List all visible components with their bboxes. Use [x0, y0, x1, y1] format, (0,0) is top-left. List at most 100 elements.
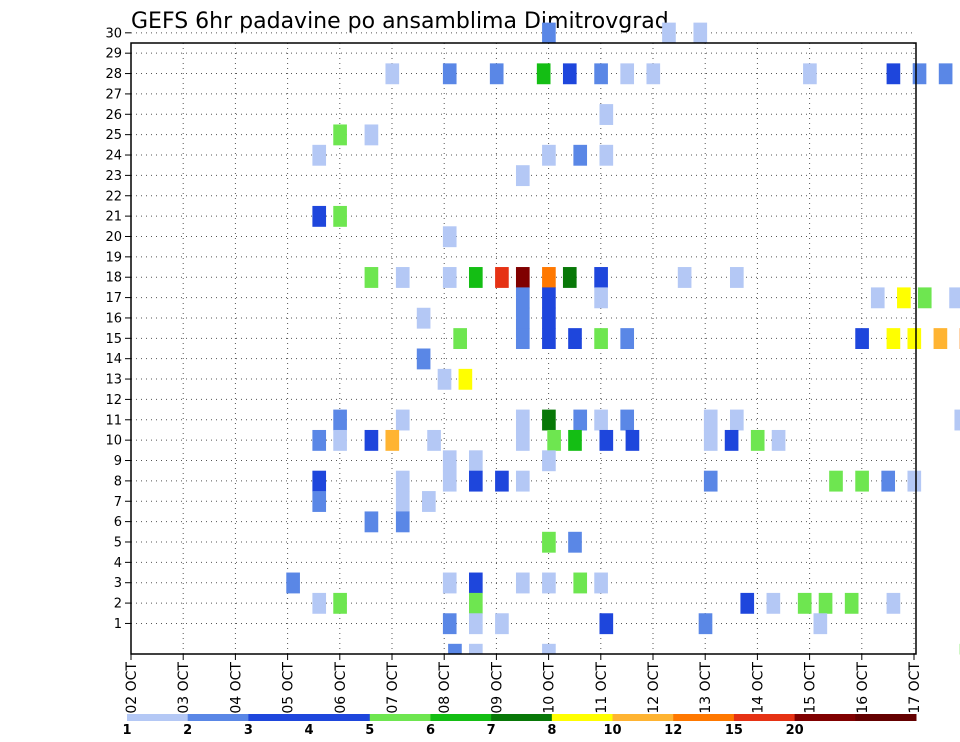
heatmap-cell [468, 643, 483, 655]
heatmap-cell [312, 470, 327, 492]
heatmap-cell [797, 592, 812, 614]
heatmap-cell [646, 63, 661, 85]
heatmap-cell [286, 572, 300, 594]
y-tick-label: 17 [105, 291, 122, 306]
heatmap-cell [364, 267, 379, 288]
x-tick-label: 03 OCT [176, 662, 192, 714]
heatmap-cell [468, 267, 483, 288]
x-axis: 02 OCT 03 OCT 04 OCT 05 OCT 06 OCT 07 OCT 08 O… [124, 654, 923, 714]
heatmap-cell [542, 22, 556, 44]
heatmap-cell [729, 409, 744, 431]
heatmap-cell [442, 63, 457, 85]
heatmap-cell [542, 643, 556, 655]
heatmap-cell [573, 409, 588, 431]
chart-title: GEFS 6hr padavine po ansamblima Dimitrov… [131, 9, 669, 34]
heatmap-cell [907, 328, 922, 349]
heatmap-cell [599, 144, 614, 166]
heatmap-cell [662, 22, 676, 44]
x-tick-label: 02 OCT [124, 662, 140, 714]
colorbar-label: 12 [664, 723, 682, 738]
y-tick-label: 5 [114, 535, 122, 550]
heatmap-cell [703, 409, 718, 431]
colorbar-segment [491, 714, 553, 721]
y-tick-label: 19 [105, 250, 122, 265]
heatmap-cell [542, 531, 556, 553]
colorbar-label: 8 [547, 723, 556, 738]
heatmap-cell [416, 348, 431, 370]
heatmap-cell [568, 328, 582, 349]
x-tick-label: 16 OCT [855, 662, 871, 714]
heatmap-cell [698, 613, 713, 635]
colorbar-segment [733, 714, 796, 721]
y-tick-label: 8 [114, 474, 122, 489]
colorbar-segment [794, 714, 856, 721]
heatmap-cell [594, 287, 608, 309]
heatmap-cell [949, 287, 960, 309]
heatmap-cell [881, 470, 896, 492]
y-tick-label: 3 [114, 576, 122, 591]
colorbar-label: 1 [122, 723, 131, 738]
x-tick-label: 05 OCT [281, 662, 297, 714]
y-tick-label: 9 [114, 454, 122, 469]
heatmap-cell [395, 491, 410, 512]
y-tick-label: 13 [105, 373, 122, 388]
heatmap-cell [515, 165, 530, 187]
heatmap-cell [468, 572, 483, 594]
heatmap-cell [818, 592, 833, 614]
heatmap-cell [442, 572, 457, 594]
heatmap-cell [625, 429, 640, 451]
heatmap-cell [703, 470, 718, 492]
y-tick-label: 2 [114, 597, 122, 612]
heatmap-cell [703, 429, 718, 451]
heatmap-cell [468, 450, 483, 472]
heatmap-cell [333, 409, 347, 431]
y-tick-label: 20 [105, 230, 122, 245]
heatmap-cell [489, 63, 504, 85]
x-tick-label: 17 OCT [907, 662, 923, 714]
heatmap-cell [897, 287, 911, 309]
colorbar-label: 3 [244, 723, 253, 738]
heatmap-cell [364, 511, 379, 533]
heatmap-cell [855, 470, 869, 492]
colorbar-label: 5 [365, 723, 374, 738]
y-tick-label: 6 [114, 515, 122, 530]
heatmap-cell [599, 613, 614, 635]
heatmap-cell [495, 613, 509, 635]
heatmap-cell [870, 287, 885, 309]
heatmap-cell [620, 409, 635, 431]
y-tick-label: 21 [105, 210, 122, 225]
heatmap-cell [468, 613, 483, 635]
heatmap-cell [416, 307, 431, 329]
heatmap-cell [542, 144, 556, 166]
heatmap-cell [594, 409, 608, 431]
heatmap-cell [542, 307, 556, 329]
heatmap-cell [620, 328, 635, 349]
heatmap-cell [542, 409, 556, 431]
heatmap-cell [515, 572, 530, 594]
heatmap-cell [750, 429, 765, 451]
heatmap-cell [729, 267, 744, 288]
y-tick-label: 27 [105, 87, 122, 102]
heatmap-cell [333, 205, 347, 227]
y-tick-label: 4 [114, 556, 122, 571]
heatmap-cell [803, 63, 817, 85]
heatmap-cell [395, 409, 410, 431]
heatmap-cell [594, 572, 608, 594]
heatmap-cell [886, 592, 901, 614]
heatmap-cell [333, 592, 347, 614]
y-tick-label: 14 [105, 352, 122, 367]
heatmap-cell [813, 613, 828, 635]
heatmap-cell [448, 643, 462, 655]
heatmap-cell [442, 613, 457, 635]
y-tick-label: 11 [105, 413, 122, 428]
colorbar-segment [855, 714, 917, 721]
colorbar-label: 7 [487, 723, 496, 738]
heatmap-cell [724, 429, 739, 451]
heatmap-cell [562, 63, 577, 85]
heatmap-cell [385, 429, 400, 451]
x-tick-label: 08 OCT [437, 662, 453, 714]
colorbar-segment [309, 714, 371, 721]
heatmap-cell [312, 592, 327, 614]
x-tick-label: 07 OCT [385, 662, 401, 714]
